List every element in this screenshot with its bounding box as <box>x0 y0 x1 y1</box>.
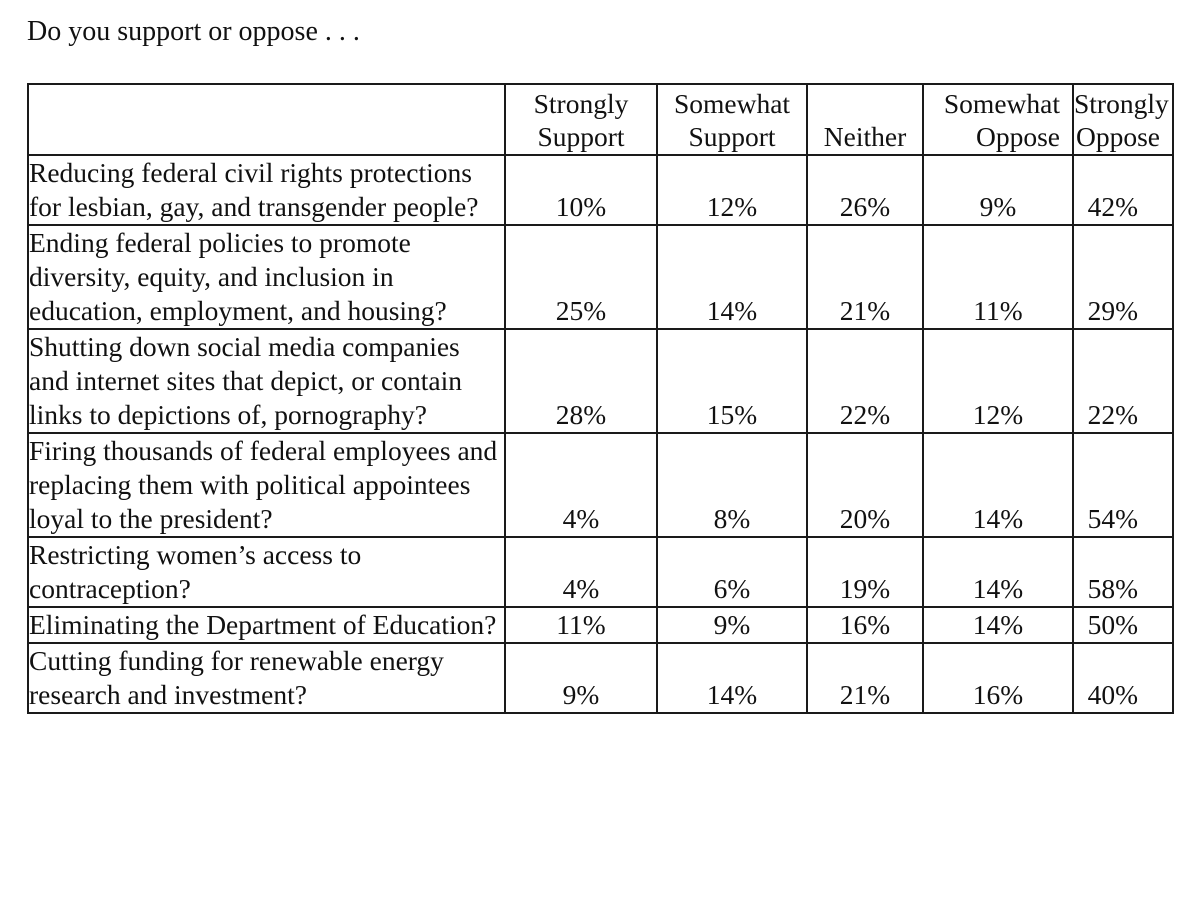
somewhat-oppose-value: 9% <box>922 154 1074 226</box>
question-title: Do you support or oppose . . . <box>27 16 360 47</box>
somewhat-support-value: 12% <box>656 154 808 226</box>
row-label: Firing thousands of federal employees an… <box>27 432 506 538</box>
row-label: Restricting women’s access to contracept… <box>27 536 506 608</box>
strongly-support-value: 9% <box>504 642 658 714</box>
strongly-oppose-value: 54% <box>1072 432 1174 538</box>
neither-value: 22% <box>806 328 924 434</box>
row-label: Cutting funding for renewable energy res… <box>27 642 506 714</box>
row-label: Ending federal policies to promote diver… <box>27 224 506 330</box>
neither-value: 21% <box>806 642 924 714</box>
table-header-row: Strongly Support Somewhat Support Neithe… <box>27 83 1174 156</box>
neither-value: 20% <box>806 432 924 538</box>
somewhat-support-value: 14% <box>656 642 808 714</box>
table-row: Shutting down social media companies and… <box>27 328 1174 434</box>
strongly-oppose-value: 50% <box>1072 606 1174 644</box>
somewhat-oppose-value: 14% <box>922 606 1074 644</box>
column-header-strongly-oppose: Strongly Oppose <box>1072 83 1174 156</box>
somewhat-support-value: 15% <box>656 328 808 434</box>
neither-value: 26% <box>806 154 924 226</box>
somewhat-oppose-value: 14% <box>922 432 1074 538</box>
strongly-support-value: 25% <box>504 224 658 330</box>
column-header-somewhat-oppose: Somewhat Oppose <box>922 83 1074 156</box>
strongly-oppose-value: 40% <box>1072 642 1174 714</box>
column-header-neither: Neither <box>806 83 924 156</box>
poll-results-table: Strongly Support Somewhat Support Neithe… <box>27 83 1174 714</box>
column-header-strongly-support: Strongly Support <box>504 83 658 156</box>
neither-value: 21% <box>806 224 924 330</box>
neither-value: 19% <box>806 536 924 608</box>
table-row: Reducing federal civil rights protection… <box>27 154 1174 226</box>
strongly-oppose-value: 42% <box>1072 154 1174 226</box>
table-row: Eliminating the Department of Education?… <box>27 606 1174 644</box>
table-row: Ending federal policies to promote diver… <box>27 224 1174 330</box>
somewhat-support-value: 14% <box>656 224 808 330</box>
strongly-oppose-value: 29% <box>1072 224 1174 330</box>
somewhat-oppose-value: 14% <box>922 536 1074 608</box>
row-label: Eliminating the Department of Education? <box>27 606 506 644</box>
somewhat-oppose-value: 11% <box>922 224 1074 330</box>
strongly-support-value: 28% <box>504 328 658 434</box>
somewhat-support-value: 8% <box>656 432 808 538</box>
table-row: Firing thousands of federal employees an… <box>27 432 1174 538</box>
strongly-support-value: 4% <box>504 536 658 608</box>
neither-value: 16% <box>806 606 924 644</box>
strongly-support-value: 10% <box>504 154 658 226</box>
somewhat-support-value: 9% <box>656 606 808 644</box>
somewhat-oppose-value: 12% <box>922 328 1074 434</box>
strongly-support-value: 11% <box>504 606 658 644</box>
row-label: Reducing federal civil rights protection… <box>27 154 506 226</box>
column-header-somewhat-support: Somewhat Support <box>656 83 808 156</box>
strongly-support-value: 4% <box>504 432 658 538</box>
somewhat-support-value: 6% <box>656 536 808 608</box>
corner-cell <box>27 83 506 156</box>
somewhat-oppose-value: 16% <box>922 642 1074 714</box>
row-label: Shutting down social media companies and… <box>27 328 506 434</box>
table-row: Cutting funding for renewable energy res… <box>27 642 1174 714</box>
strongly-oppose-value: 58% <box>1072 536 1174 608</box>
strongly-oppose-value: 22% <box>1072 328 1174 434</box>
table-row: Restricting women’s access to contracept… <box>27 536 1174 608</box>
